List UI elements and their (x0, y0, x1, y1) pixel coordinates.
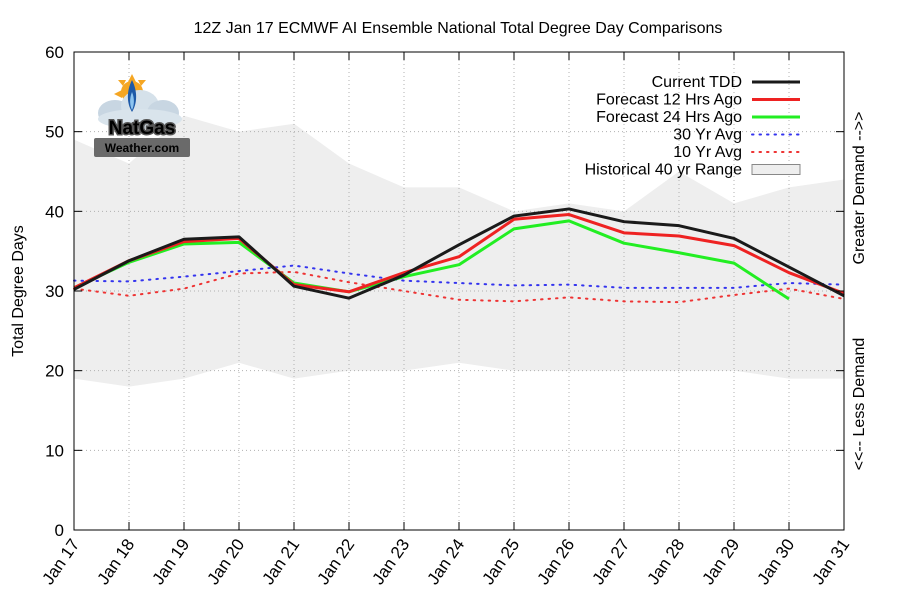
x-tick-label: Jan 23 (368, 535, 413, 588)
legend-label: Forecast 12 Hrs Ago (596, 92, 742, 109)
less-demand-label: <<-- Less Demand (851, 338, 868, 471)
x-tick-label: Jan 31 (808, 535, 853, 588)
x-tick-label: Jan 24 (423, 535, 468, 588)
y-tick-label: 20 (45, 362, 64, 381)
y-tick-label: 30 (45, 282, 64, 301)
series-line-30-yr-avg (73, 264, 845, 289)
y-tick-label: 10 (45, 441, 64, 460)
x-tick-label: Jan 22 (313, 535, 358, 588)
y-tick-label: 40 (45, 202, 64, 221)
series-line-forecast-24-hrs-ago (73, 219, 790, 301)
grid-layer (74, 52, 844, 530)
legend-label: 30 Yr Avg (673, 127, 742, 144)
legend-label: Forecast 24 Hrs Ago (596, 109, 742, 126)
y-axis-label: Total Degree Days (10, 225, 27, 357)
chart-title: 12Z Jan 17 ECMWF AI Ensemble National To… (194, 20, 723, 37)
x-tick-label: Jan 21 (258, 535, 303, 588)
x-tick-label: Jan 26 (533, 535, 578, 588)
legend-swatch-box (751, 164, 801, 175)
y-tick-label: 60 (45, 43, 64, 62)
x-tick-label: Jan 19 (148, 535, 193, 588)
logo-text-weather: Weather.com (105, 141, 179, 155)
x-tick-label: Jan 25 (478, 535, 523, 588)
x-tick-label: Jan 28 (643, 535, 688, 588)
x-tick-label: Jan 18 (93, 535, 138, 588)
logo-text-natgas: NatGas (109, 118, 176, 139)
x-tick-label: Jan 17 (38, 535, 83, 588)
x-tick-label: Jan 29 (698, 535, 743, 588)
historical-range-band (74, 115, 844, 387)
y-tick-label: 0 (55, 521, 64, 540)
series-layer (73, 207, 845, 304)
flame-icon (127, 80, 137, 112)
x-tick-label: Jan 30 (753, 535, 798, 588)
greater-demand-label: Greater Demand -->> (851, 112, 868, 265)
y-axis: 0 10 20 30 40 50 60 (45, 43, 844, 540)
x-tick-label: Jan 20 (203, 535, 248, 588)
legend-label: Current TDD (652, 74, 742, 91)
series-line-10-yr-avg (73, 270, 845, 304)
historical-range-layer (74, 115, 844, 387)
series-line-current-tdd (73, 207, 845, 300)
x-tick-label: Jan 27 (588, 535, 633, 588)
y-tick-label: 50 (45, 123, 64, 142)
logo-banner (94, 138, 190, 157)
natgas-weather-logo: NatGas Weather.com (94, 74, 190, 157)
series-line-forecast-12-hrs-ago (73, 213, 845, 295)
legend-label: Historical 40 yr Range (585, 162, 743, 179)
legend-label: 10 Yr Avg (673, 144, 742, 161)
